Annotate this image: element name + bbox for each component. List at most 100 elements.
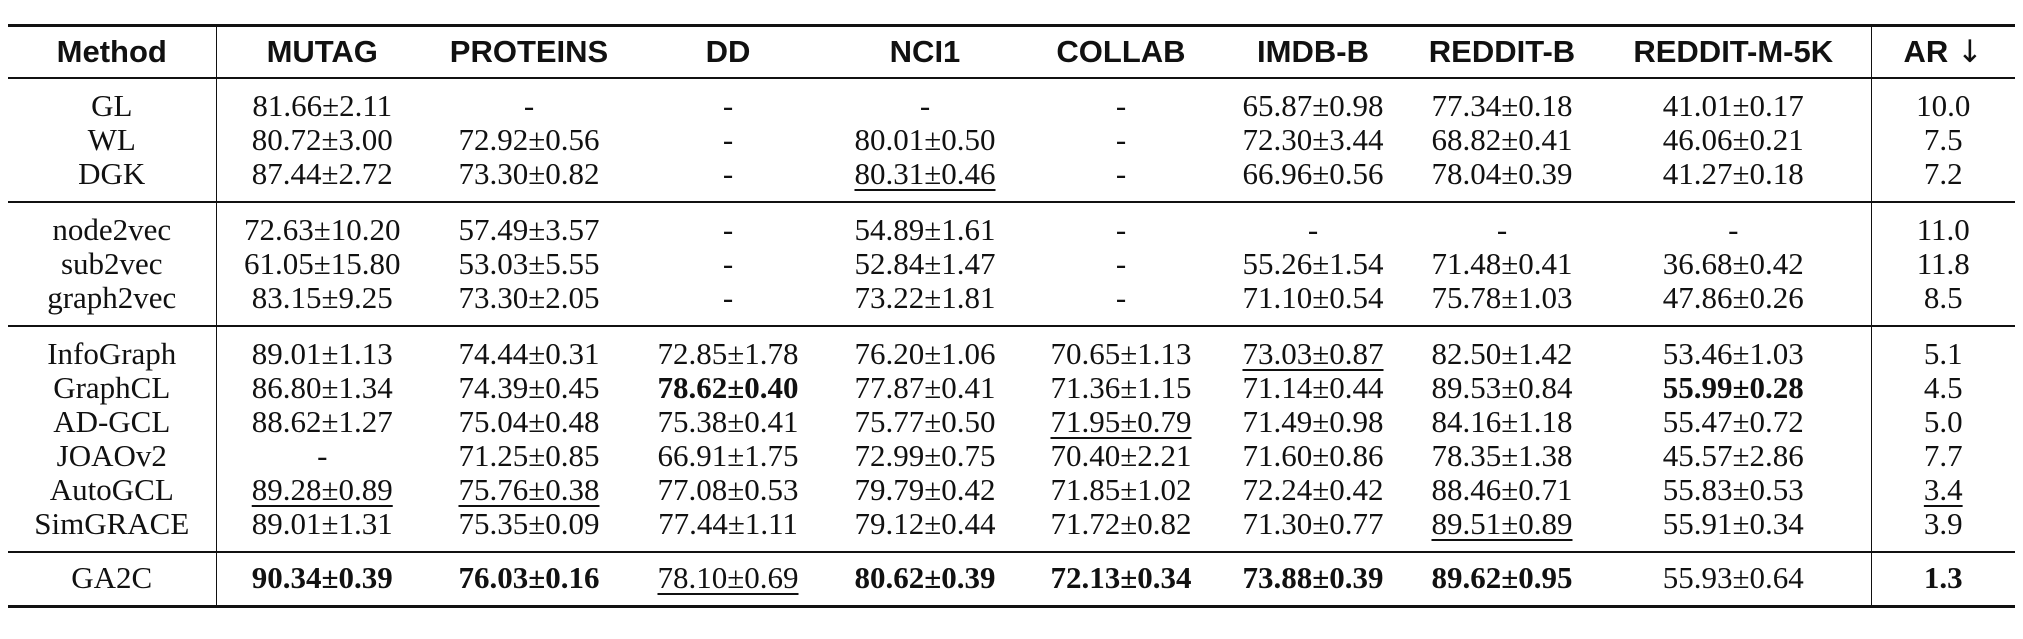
score-value: - — [722, 246, 734, 281]
average-rank-value: 11.8 — [1916, 246, 1970, 281]
score-value: 72.30±3.44 — [1242, 122, 1384, 157]
score-value: 41.27±0.18 — [1662, 156, 1804, 191]
score-cell: 65.87±0.98 — [1218, 78, 1408, 123]
column-header-nci1: NCI1 — [826, 26, 1024, 79]
score-cell: - — [1218, 202, 1408, 247]
score-value: 73.30±0.82 — [458, 156, 600, 191]
score-value: 80.72±3.00 — [251, 122, 393, 157]
score-cell: 41.27±0.18 — [1596, 157, 1871, 202]
score-value: 55.99±0.28 — [1662, 370, 1804, 405]
method-cell: DGK — [8, 157, 217, 202]
score-cell: - — [1024, 281, 1218, 326]
score-cell: - — [630, 78, 826, 123]
average-rank-value: 1.3 — [1923, 560, 1963, 595]
score-value: 55.91±0.34 — [1662, 506, 1804, 541]
average-rank-value: 3.4 — [1923, 472, 1963, 507]
score-value: - — [1115, 246, 1127, 281]
score-cell: 84.16±1.18 — [1408, 405, 1596, 439]
score-value: 72.92±0.56 — [458, 122, 600, 157]
score-cell: 90.34±0.39 — [216, 552, 428, 607]
average-rank-cell: 3.9 — [1870, 507, 2015, 552]
score-value: 78.04±0.39 — [1431, 156, 1573, 191]
average-rank-value: 7.7 — [1923, 438, 1963, 473]
score-cell: 68.82±0.41 — [1408, 123, 1596, 157]
table-row: SimGRACE 89.01±1.31 75.35±0.09 77.44±1.11 79… — [8, 507, 2015, 552]
score-cell: 75.77±0.50 — [826, 405, 1024, 439]
score-cell: 71.49±0.98 — [1218, 405, 1408, 439]
average-rank-value: 10.0 — [1916, 88, 1971, 123]
average-rank-cell: 10.0 — [1870, 78, 2015, 123]
column-header-label: REDDIT-M-5K — [1633, 34, 1834, 69]
score-cell: 88.62±1.27 — [216, 405, 428, 439]
method-cell: node2vec — [8, 202, 217, 247]
column-header-label: PROTEINS — [449, 34, 609, 69]
average-rank-value: 4.5 — [1923, 370, 1963, 405]
score-cell: - — [630, 281, 826, 326]
score-cell: 75.35±0.09 — [428, 507, 630, 552]
score-cell: 88.46±0.71 — [1408, 473, 1596, 507]
score-value: 72.13±0.34 — [1050, 560, 1192, 595]
score-cell: 78.04±0.39 — [1408, 157, 1596, 202]
score-value: 80.31±0.46 — [854, 156, 996, 191]
column-header-label: DD — [705, 34, 751, 69]
score-cell: 47.86±0.26 — [1596, 281, 1871, 326]
column-header-label: AR — [1903, 34, 1949, 69]
score-value: 88.46±0.71 — [1431, 472, 1573, 507]
score-value: 87.44±2.72 — [251, 156, 393, 191]
score-value: - — [722, 88, 734, 123]
score-value: - — [317, 438, 328, 473]
table-row: GA2C 90.34±0.39 76.03±0.16 78.10±0.69 80.62±… — [8, 552, 2015, 607]
average-rank-cell: 11.0 — [1870, 202, 2015, 247]
score-cell: 80.72±3.00 — [216, 123, 428, 157]
score-value: 71.95±0.79 — [1050, 404, 1192, 439]
method-cell: GraphCL — [8, 371, 217, 405]
score-cell: 78.10±0.69 — [630, 552, 826, 607]
method-cell: GA2C — [8, 552, 217, 607]
score-cell: 86.80±1.34 — [216, 371, 428, 405]
table-row: DGK 87.44±2.72 73.30±0.82 - 80.31±0.46 - 66.96… — [8, 157, 2015, 202]
score-cell: 71.10±0.54 — [1218, 281, 1408, 326]
score-cell: 89.51±0.89 — [1408, 507, 1596, 552]
score-value: 76.03±0.16 — [458, 560, 600, 595]
score-cell: 61.05±15.80 — [216, 247, 428, 281]
column-header-reddit-m-5k: REDDIT-M-5K — [1596, 26, 1871, 79]
score-value: 75.35±0.09 — [458, 506, 600, 541]
score-cell: 53.03±5.55 — [428, 247, 630, 281]
score-cell: 71.60±0.86 — [1218, 439, 1408, 473]
method-group-3: InfoGraph 89.01±1.13 74.44±0.31 72.85±1.78 7… — [8, 326, 2015, 552]
score-value: - — [722, 122, 734, 157]
score-value: 79.12±0.44 — [854, 506, 996, 541]
score-value: 84.16±1.18 — [1431, 404, 1573, 439]
score-cell: 73.88±0.39 — [1218, 552, 1408, 607]
score-cell: - — [1024, 202, 1218, 247]
score-value: 77.34±0.18 — [1431, 88, 1573, 123]
average-rank-value: 7.5 — [1923, 122, 1963, 157]
table-row: AD-GCL 88.62±1.27 75.04±0.48 75.38±0.41 75.7… — [8, 405, 2015, 439]
column-header-label: REDDIT-B — [1428, 34, 1576, 69]
score-value: 54.89±1.61 — [854, 212, 996, 247]
score-cell: - — [630, 202, 826, 247]
column-header-method: Method — [8, 25, 217, 78]
score-cell: 55.93±0.64 — [1596, 552, 1871, 607]
method-cell: InfoGraph — [8, 326, 217, 371]
score-value: 71.30±0.77 — [1242, 506, 1384, 541]
method-group-2: node2vec 72.63±10.20 57.49±3.57 - 54.89±1.61… — [8, 202, 2015, 326]
score-cell: 72.63±10.20 — [216, 202, 428, 247]
score-cell: 77.87±0.41 — [826, 371, 1024, 405]
score-cell: 74.39±0.45 — [428, 371, 630, 405]
score-cell: 71.14±0.44 — [1218, 371, 1408, 405]
score-cell: - — [428, 78, 630, 123]
score-value: 55.26±1.54 — [1242, 246, 1384, 281]
score-value: 41.01±0.17 — [1662, 88, 1804, 123]
score-cell: 77.34±0.18 — [1408, 78, 1596, 123]
score-value: - — [1496, 212, 1508, 247]
column-header-label: IMDB-B — [1257, 34, 1369, 69]
average-rank-cell: 7.7 — [1870, 438, 2015, 473]
score-value: 77.44±1.11 — [658, 506, 798, 541]
average-rank-cell: 3.4 — [1870, 472, 2015, 507]
score-cell: - — [216, 439, 428, 473]
column-header-ar: AR ↓ — [1870, 25, 2015, 78]
score-value: 55.83±0.53 — [1662, 472, 1804, 507]
score-value: 80.01±0.50 — [854, 122, 996, 157]
score-value: 71.10±0.54 — [1242, 280, 1384, 315]
